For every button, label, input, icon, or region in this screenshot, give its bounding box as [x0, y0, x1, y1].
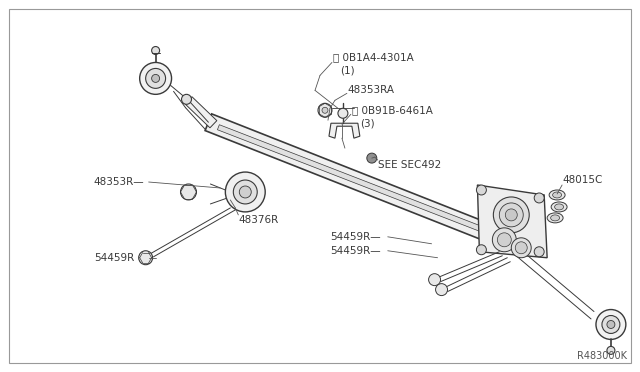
- Polygon shape: [185, 97, 217, 128]
- Text: 54459R—: 54459R—: [330, 246, 381, 256]
- Circle shape: [322, 107, 328, 113]
- Text: 48353RA: 48353RA: [348, 85, 395, 95]
- Text: (3): (3): [360, 118, 374, 128]
- Circle shape: [234, 180, 257, 204]
- Circle shape: [596, 310, 626, 339]
- Ellipse shape: [551, 202, 567, 212]
- Ellipse shape: [550, 215, 559, 221]
- Ellipse shape: [552, 192, 561, 198]
- Circle shape: [492, 228, 516, 252]
- Circle shape: [607, 321, 615, 328]
- Text: ⓝ 0B91B-6461A: ⓝ 0B91B-6461A: [352, 105, 433, 115]
- Circle shape: [140, 62, 172, 94]
- Text: 54459R—: 54459R—: [330, 232, 381, 242]
- Circle shape: [146, 68, 166, 89]
- Ellipse shape: [555, 204, 564, 210]
- Text: 48376R: 48376R: [238, 215, 278, 225]
- Circle shape: [506, 209, 517, 221]
- Circle shape: [152, 74, 159, 82]
- Circle shape: [429, 274, 440, 286]
- Text: SEE SEC492: SEE SEC492: [378, 160, 441, 170]
- Circle shape: [182, 94, 191, 104]
- Circle shape: [515, 242, 527, 254]
- Circle shape: [607, 346, 615, 355]
- Circle shape: [338, 108, 348, 118]
- Circle shape: [511, 238, 531, 258]
- Circle shape: [602, 315, 620, 333]
- Circle shape: [367, 153, 377, 163]
- Circle shape: [534, 193, 544, 203]
- Text: R483000K: R483000K: [577, 351, 627, 361]
- Circle shape: [476, 245, 486, 255]
- Text: (1): (1): [340, 65, 355, 76]
- Text: Ⓑ 0B1A4-4301A: Ⓑ 0B1A4-4301A: [333, 52, 413, 62]
- Circle shape: [436, 283, 447, 296]
- Text: 54459R: 54459R: [94, 253, 134, 263]
- Circle shape: [225, 172, 265, 212]
- Circle shape: [499, 203, 524, 227]
- Circle shape: [476, 185, 486, 195]
- Circle shape: [318, 103, 332, 117]
- Circle shape: [534, 247, 544, 257]
- Ellipse shape: [547, 213, 563, 223]
- Circle shape: [152, 46, 159, 54]
- Circle shape: [239, 186, 252, 198]
- Text: 48353R—: 48353R—: [94, 177, 145, 187]
- Polygon shape: [205, 114, 515, 250]
- Text: 48015C: 48015C: [562, 175, 602, 185]
- Ellipse shape: [549, 190, 565, 200]
- Circle shape: [139, 251, 152, 265]
- Polygon shape: [218, 125, 502, 239]
- Polygon shape: [477, 185, 547, 258]
- Circle shape: [493, 197, 529, 233]
- Circle shape: [497, 233, 511, 247]
- Circle shape: [180, 184, 196, 200]
- Polygon shape: [329, 123, 360, 138]
